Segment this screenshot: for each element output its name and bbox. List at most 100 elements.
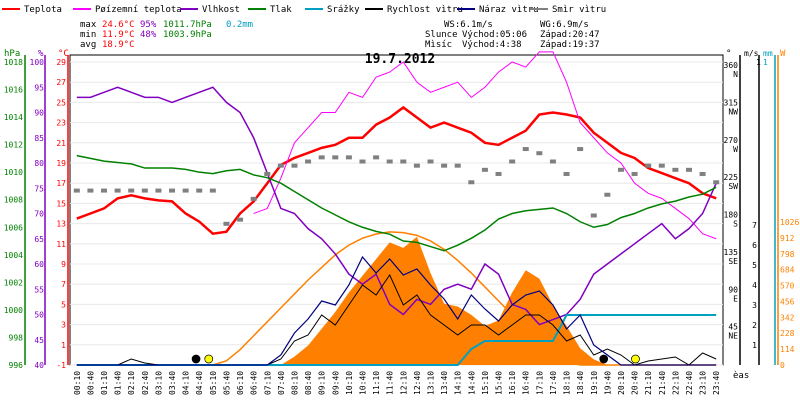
x-tick-label: 20:10 <box>617 371 626 395</box>
x-tick-label: 06:10 <box>236 371 245 395</box>
humidity-tick-label: 100 <box>30 58 45 67</box>
x-tick-label: 15:40 <box>495 371 504 395</box>
direction-tick-degrees: 90 <box>728 285 738 294</box>
wind-direction-point <box>291 163 298 168</box>
x-tick-label: 04:40 <box>195 371 204 395</box>
x-tick-label: 07:40 <box>277 371 286 395</box>
moonrise-time: Východ:4:38 <box>462 40 522 50</box>
pressure-line <box>76 154 717 252</box>
pressure-tick-label: 1012 <box>4 141 23 150</box>
wind-direction-point <box>169 188 176 193</box>
temperature-tick-label: 19 <box>56 159 66 168</box>
pressure-tick-label: 1014 <box>4 113 23 122</box>
wind-direction-point <box>495 171 502 176</box>
x-tick-label: 22:40 <box>685 371 694 395</box>
wind-direction-point <box>400 159 407 164</box>
direction-tick-compass: SW <box>728 182 738 191</box>
x-tick-label: 10:40 <box>358 371 367 395</box>
wind-direction-point <box>699 171 706 176</box>
wind-direction-point <box>101 188 108 193</box>
x-tick-label: 12:40 <box>413 371 422 395</box>
wind-direction-point <box>685 167 692 172</box>
rain-unit: mm <box>763 49 773 58</box>
sun-label: Slunce <box>425 30 458 40</box>
x-tick-label: 23:10 <box>699 371 708 395</box>
min-label: min <box>80 30 96 40</box>
wind-direction-point <box>386 159 393 164</box>
temperature-tick-label: 9 <box>61 260 66 269</box>
x-tick-label: 12:10 <box>399 371 408 395</box>
x-tick-label: 03:40 <box>168 371 177 395</box>
direction-tick-degrees: 135 <box>724 248 739 257</box>
wind-direction-point <box>577 147 584 152</box>
x-tick-label: 19:40 <box>603 371 612 395</box>
legend-label: Tlak <box>270 5 292 15</box>
wind-direction-point <box>617 167 624 172</box>
x-tick-label: 13:40 <box>440 371 449 395</box>
humidity-tick-label: 90 <box>34 109 44 118</box>
wind-direction-point <box>658 163 665 168</box>
wind-direction-point <box>237 217 244 222</box>
direction-tick-compass: NW <box>728 107 738 116</box>
legend-label: Srážky <box>327 5 360 15</box>
wind-direction-point <box>427 159 434 164</box>
x-tick-labels: 00:10 00:40 01:10 01:40 02:10 02:40 03:10 03:40… <box>73 371 721 395</box>
moon-label: Mìsíc <box>425 40 452 50</box>
direction-tick-degrees: 45 <box>728 323 738 332</box>
humidity-tick-label: 85 <box>34 134 44 143</box>
temperature-tick-label: 15 <box>56 199 66 208</box>
x-tick-label: 21:40 <box>658 371 667 395</box>
direction-tick-compass: SE <box>728 257 738 266</box>
x-tick-label: 16:40 <box>522 371 531 395</box>
wind-direction-point <box>332 155 339 160</box>
wind-direction-point <box>563 171 570 176</box>
humidity-tick-label: 55 <box>34 285 44 294</box>
x-tick-label: 02:10 <box>127 371 136 395</box>
windspeed-tick-label: 7 <box>752 221 757 230</box>
humidity-tick-label: 50 <box>34 311 44 320</box>
pressure-tick-label: 1006 <box>4 223 23 232</box>
x-tick-label: 10:10 <box>345 371 354 395</box>
x-tick-label: 07:10 <box>263 371 272 395</box>
legend-label: Smìr vìtru <box>552 5 606 15</box>
wind-direction-point <box>264 171 271 176</box>
humidity-tick-label: 65 <box>34 235 44 244</box>
x-tick-label: 17:10 <box>535 371 544 395</box>
x-tick-label: 14:10 <box>454 371 463 395</box>
windspeed-tick-label: 2 <box>752 321 757 330</box>
wind-direction-point <box>114 188 121 193</box>
humidity-tick-label: 45 <box>34 336 44 345</box>
legend-label: Rychlost vìtru <box>387 5 463 15</box>
temperature-tick-label: 13 <box>56 220 66 229</box>
x-tick-label: 05:10 <box>209 371 218 395</box>
avg-label: avg <box>80 40 96 50</box>
max-label: max <box>80 20 97 30</box>
x-tick-label: 17:40 <box>549 371 558 395</box>
solar-tick-label: 684 <box>780 266 795 275</box>
x-tick-label: 08:40 <box>304 371 313 395</box>
wind-direction-point <box>318 155 325 160</box>
x-tick-label: 00:40 <box>86 371 95 395</box>
legend-label: Pøízemní teplota <box>95 5 182 15</box>
solar-tick-label: 1026 <box>780 218 799 227</box>
pressure-tick-label: 1000 <box>4 306 23 315</box>
legend-label: Vlhkost <box>202 5 240 15</box>
x-tick-label: 13:10 <box>427 371 436 395</box>
wind-direction-point <box>155 188 162 193</box>
solar-tick-label: 570 <box>780 282 795 291</box>
rain-total: 0.2mm <box>226 20 253 30</box>
x-tick-label: 02:40 <box>141 371 150 395</box>
wind-direction-point <box>454 163 461 168</box>
solar-tick-label: 0 <box>780 361 785 370</box>
wind-speed-stat: WS:6.1m/s <box>444 20 493 30</box>
temperature-tick-label: 1 <box>61 341 66 350</box>
x-tick-label: 18:10 <box>563 371 572 395</box>
temperature-tick-label: 21 <box>56 139 66 148</box>
wind-direction-point <box>345 155 352 160</box>
stats-block: max 24.6°C 95% 1011.7hPa 0.2mm min 11.9°… <box>80 20 600 50</box>
wind-direction-point <box>141 188 148 193</box>
direction-tick-degrees: 225 <box>724 173 739 182</box>
wind-direction-point <box>413 163 420 168</box>
max-humidity: 95% <box>140 20 157 30</box>
